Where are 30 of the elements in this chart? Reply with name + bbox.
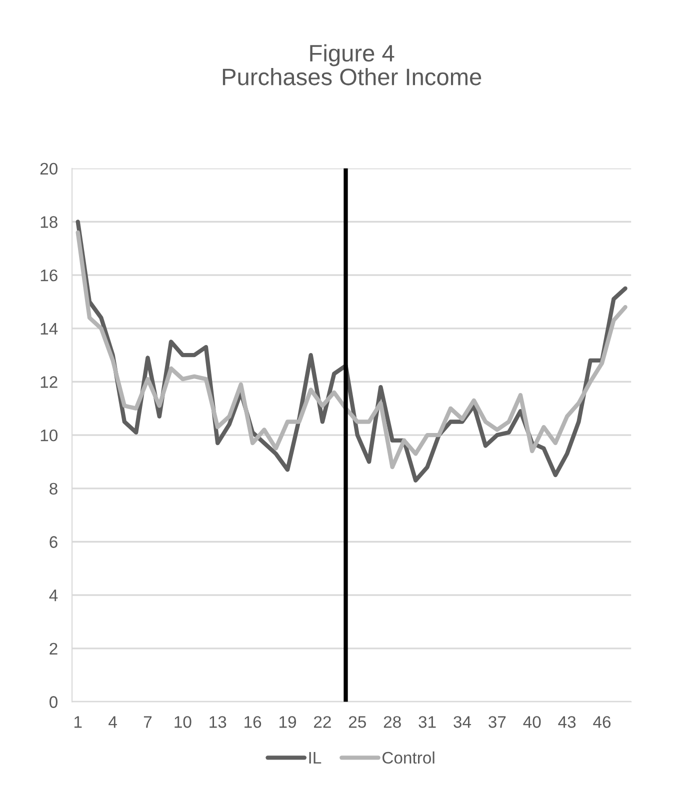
legend-label: IL xyxy=(309,752,322,764)
x-tick-label: 4 xyxy=(108,716,117,728)
y-tick-label: 14 xyxy=(40,322,58,334)
x-tick-label: 13 xyxy=(210,716,226,728)
x-tick-label: 1 xyxy=(74,716,82,728)
y-tick-label: 12 xyxy=(40,376,58,388)
y-tick-label: 10 xyxy=(40,429,58,442)
y-tick-label: 6 xyxy=(50,536,58,548)
y-tick-label: 0 xyxy=(50,696,58,708)
x-tick-label: 37 xyxy=(488,716,506,728)
x-tick-label: 40 xyxy=(523,716,541,728)
x-tick-label: 34 xyxy=(454,716,472,728)
x-tick-label: 16 xyxy=(244,716,262,728)
x-tick-label: 10 xyxy=(174,716,192,728)
y-tick-label: 16 xyxy=(40,269,58,282)
x-tick-label: 31 xyxy=(418,716,436,728)
y-tick-label: 18 xyxy=(40,216,58,228)
y-tick-label: 8 xyxy=(50,482,58,495)
y-tick-label: 2 xyxy=(50,642,58,654)
y-tick-label: 20 xyxy=(40,162,58,175)
x-tick-label: 46 xyxy=(593,716,611,728)
x-tick-label: 28 xyxy=(384,716,401,728)
x-tick-label: 19 xyxy=(280,716,296,728)
legend-label: Control xyxy=(382,751,434,764)
x-tick-label: 22 xyxy=(314,716,331,728)
x-tick-label: 7 xyxy=(144,716,152,728)
y-tick-label: 4 xyxy=(49,590,58,602)
x-tick-label: 25 xyxy=(348,716,366,728)
chart-title: Figure 4 Purchases Other Income xyxy=(222,44,482,86)
x-tick-label: 43 xyxy=(558,716,576,728)
